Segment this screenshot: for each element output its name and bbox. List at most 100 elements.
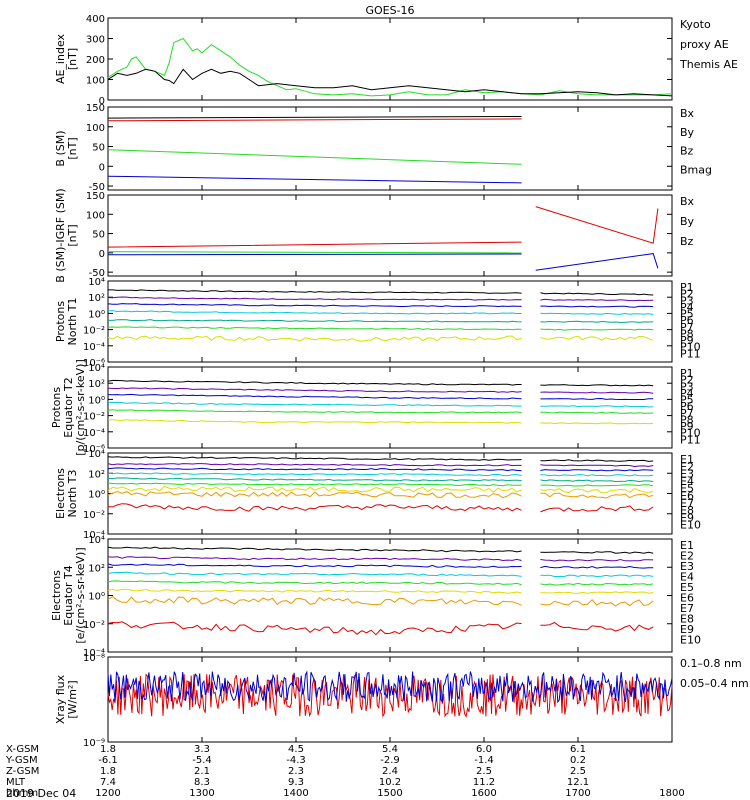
- legend-entry: P5: [680, 308, 694, 321]
- x-axis-row-value: 10.2: [379, 777, 401, 788]
- series-line: [108, 150, 653, 171]
- series-line: [107, 477, 654, 483]
- legend-entry: By: [680, 126, 695, 139]
- x-axis-row-value: 1.8: [100, 744, 116, 755]
- x-axis-row-value: 7.4: [100, 777, 116, 788]
- legend-entry: E9: [680, 623, 694, 636]
- legend-entry: E8: [680, 504, 694, 517]
- legend-entry: P2: [680, 374, 694, 387]
- x-axis-row-label: Z-GSM: [6, 766, 39, 777]
- y-tick-label: 10⁻⁶: [83, 444, 105, 455]
- panel-1: 0 100 200 300 400 AE_index [nT] Kyoto proxy AE Th…: [54, 14, 738, 107]
- legend-entry: E7: [680, 497, 694, 510]
- plot-title: GOES-16: [365, 4, 414, 17]
- series-line: [107, 563, 654, 569]
- x-axis-row-value: 9.3: [288, 777, 304, 788]
- x-axis-row-value: 2.5: [570, 766, 586, 777]
- series-line: [107, 387, 654, 394]
- panel-5: 10⁻⁶ 10⁻⁴ 10⁻² 10⁰ 10² 10⁴ Protons Equator T2 [p…: [50, 359, 701, 456]
- x-axis-row-value: 2.3: [288, 766, 304, 777]
- y-tick-label: 10⁰: [88, 395, 105, 406]
- series-line: [107, 310, 654, 315]
- legend-entry: E3: [680, 560, 694, 573]
- y-tick-label: 0: [99, 249, 105, 260]
- x-axis-row-value: -5.4: [192, 755, 212, 766]
- series-line: [108, 119, 653, 121]
- y-tick-label: 10⁻⁴: [83, 530, 105, 541]
- legend-entry: Bx: [680, 195, 695, 208]
- x-axis-row-value: 4.5: [288, 744, 304, 755]
- y-axis-label: [p/(cm²-s-sr-keV)]: [74, 359, 87, 456]
- series-line: [107, 670, 673, 704]
- legend-entry: E6: [680, 490, 694, 503]
- x-axis-row-value: 1300: [189, 788, 214, 799]
- x-axis-row-label: MLT: [6, 777, 26, 788]
- legend-entry: P9: [680, 334, 694, 347]
- y-tick-label: 10⁻⁴: [83, 342, 105, 353]
- series-line: [107, 335, 654, 342]
- y-tick-label: -50: [89, 268, 105, 279]
- x-axis-row-value: 8.3: [194, 777, 210, 788]
- x-axis-row-value: 2.5: [476, 766, 492, 777]
- series-line: [107, 571, 654, 578]
- date-label: 2019 Dec 04: [6, 787, 76, 800]
- y-tick-label: 10²: [88, 563, 105, 574]
- y-tick-label: 10⁻²: [83, 412, 105, 423]
- y-tick-label: 10²: [88, 469, 105, 480]
- x-axis-row-value: 3.3: [194, 744, 210, 755]
- series-line: [108, 116, 653, 118]
- y-tick-label: 0: [99, 96, 105, 107]
- legend-entry: P7: [680, 407, 694, 420]
- legend-entry: E1: [680, 453, 694, 466]
- series-line: [107, 490, 654, 499]
- legend-entry: E4: [680, 571, 694, 584]
- x-axis-row-value: 6.0: [476, 744, 492, 755]
- y-tick-label: 10⁴: [88, 277, 105, 288]
- legend-entry: E2: [680, 550, 694, 563]
- series-line: [107, 467, 654, 472]
- series-line: [107, 393, 654, 401]
- y-axis-label: Protons: [54, 301, 67, 342]
- legend-entry: Themis AE: [679, 58, 738, 71]
- x-axis-row-value: 1400: [283, 788, 308, 799]
- panel-2: -50 0 50 100 150 B (SM) [nT] Bx By Bz Bmag: [54, 103, 712, 193]
- x-axis-row-value: -2.9: [380, 755, 400, 766]
- y-axis-label: North T1: [66, 298, 79, 346]
- series-line: [107, 482, 654, 487]
- series-line: [108, 289, 654, 296]
- y-axis-label: B (SM)-IGRF (SM): [54, 188, 67, 282]
- y-axis-label: AE_index: [54, 33, 67, 84]
- series-line: [107, 253, 659, 271]
- series-line: [107, 485, 654, 494]
- legend-entry: P11: [680, 347, 701, 360]
- x-axis-row-value: 1500: [377, 788, 402, 799]
- y-tick-label: 10⁴: [88, 535, 105, 546]
- y-axis-label: [nT]: [66, 224, 79, 246]
- y-tick-label: 200: [86, 55, 105, 66]
- series-line: [107, 472, 654, 477]
- legend-entry: P1: [680, 367, 694, 380]
- legend-entry: E2: [680, 460, 694, 473]
- legend-entry: P4: [680, 301, 694, 314]
- y-axis-label: North T3: [66, 470, 79, 518]
- x-axis-row-value: 1.8: [100, 766, 116, 777]
- series-line: [107, 595, 654, 607]
- series-line: [107, 326, 654, 331]
- legend-entry: P10: [680, 341, 701, 354]
- legend-entry: P3: [680, 380, 694, 393]
- legend-entry: P11: [680, 433, 701, 446]
- x-axis-row-value: 1600: [471, 788, 496, 799]
- legend-entry: P5: [680, 394, 694, 407]
- legend-entry: E5: [680, 482, 694, 495]
- x-axis-row-value: 12.1: [567, 777, 589, 788]
- y-tick-label: 10⁻⁴: [83, 648, 105, 659]
- y-tick-label: 10⁻²: [83, 620, 105, 631]
- panel-6: 10⁻⁴ 10⁻² 10⁰ 10² 10⁴ Electrons North T3 E1E2E3…: [54, 449, 701, 541]
- x-axis-row-label: hhmm: [6, 788, 38, 799]
- series-line: [107, 546, 654, 554]
- x-axis-row-value: 5.4: [382, 744, 398, 755]
- y-axis-label: B (SM): [54, 130, 67, 166]
- y-axis-label: Xray flux: [54, 674, 67, 724]
- panel-frame: [107, 366, 673, 449]
